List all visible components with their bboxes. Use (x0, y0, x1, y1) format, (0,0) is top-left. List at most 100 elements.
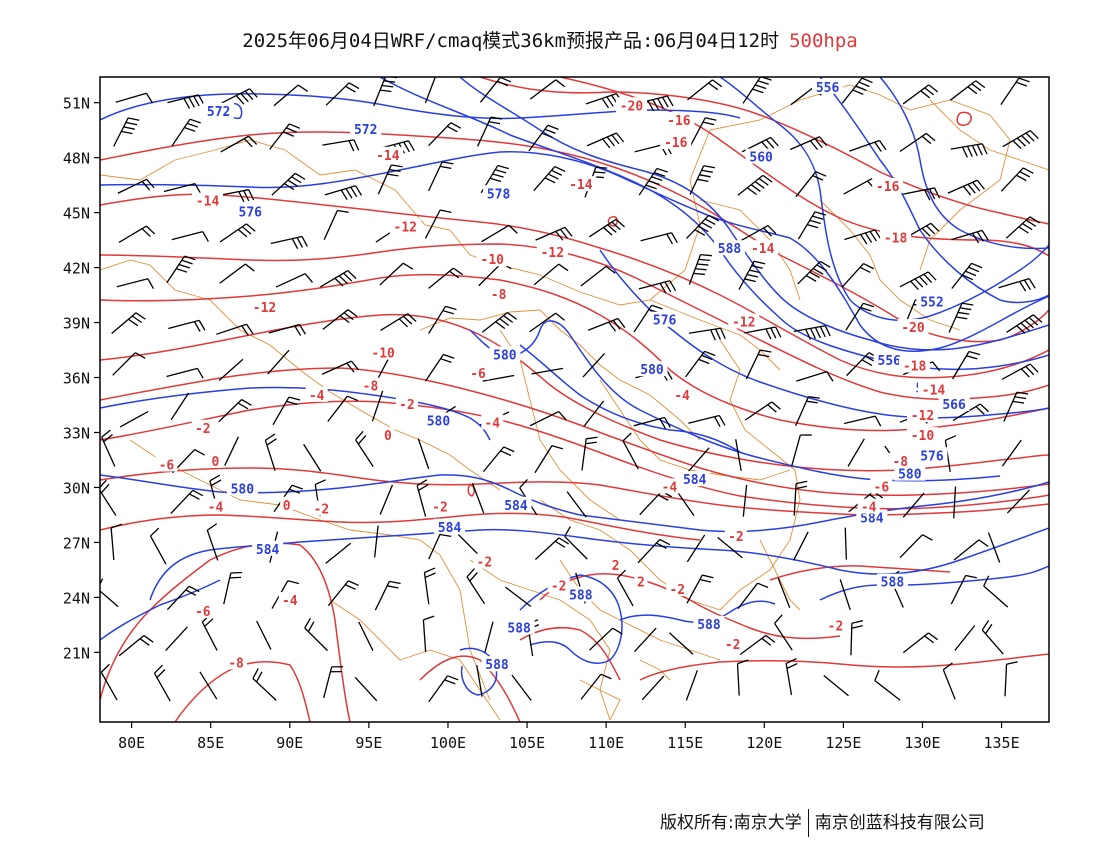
wind-barb-icon (479, 77, 512, 103)
wind-barb-icon (219, 263, 255, 284)
temperature-contour-label-bg (278, 592, 301, 608)
height-contour-label-bg (226, 480, 258, 496)
temperature-contour-label-bg (897, 319, 929, 335)
temperature-contour-label: -2 (477, 556, 493, 571)
lon-label: 130E (904, 734, 940, 752)
wind-barb-icon (1006, 314, 1043, 334)
temperature-contour-label: -10 (371, 347, 395, 362)
wind-barb-icon (267, 349, 290, 375)
height-contour-label-bg (938, 395, 970, 411)
wind-barb-icon (902, 632, 939, 654)
wind-barb-icon (529, 312, 565, 333)
wind-barb-icon (373, 525, 379, 558)
wind-barb-icon (953, 486, 957, 519)
temperature-contour-label: -8 (363, 380, 379, 395)
height-contour-label: 588 (485, 658, 509, 673)
temperature-contour-label: -12 (253, 301, 276, 316)
temperature-contour-label: -12 (541, 246, 564, 261)
wind-barb-icon (533, 263, 569, 286)
wind-barb-icon (416, 479, 429, 517)
temperature-labels: -20-16-16-14-14 -16-14-12-18-14-12-10-8-1… (155, 97, 950, 671)
temperature-contour-label: -4 (309, 389, 325, 404)
wind-barb-icon (844, 229, 882, 245)
wind-barb-icon (998, 277, 1036, 292)
temperature-contour-label: -20 (620, 99, 644, 114)
wind-barb-icon (739, 634, 776, 656)
wind-barb-icon (535, 226, 573, 241)
temperature-contour-label-bg (906, 406, 938, 422)
wind-barb-icon (327, 395, 359, 422)
wind-barb-icon (951, 262, 983, 289)
temperature-contour-label-bg (857, 498, 880, 514)
wind-barb-icon (637, 538, 671, 564)
wind-barb-icon (504, 586, 532, 608)
wind-barb-icon (417, 438, 430, 470)
wind-barb-icon (199, 671, 218, 700)
temperature-contour-label: -2 (725, 638, 741, 653)
temperature-contour-label: -10 (911, 429, 935, 444)
temperature-contour-label: -16 (664, 136, 688, 151)
temperature-contour-label: -12 (394, 220, 417, 235)
wind-barb-icon (633, 416, 671, 430)
temperature-contour-label-bg (191, 603, 214, 619)
wind-barb-icon (354, 676, 378, 702)
height-contour-label: 556 (816, 81, 840, 96)
wind-barb-icon (321, 360, 360, 375)
wind-barb-icon (165, 626, 188, 651)
temperature-contour-label: -6 (874, 480, 890, 495)
wind-barb-icon (580, 265, 616, 287)
wind-barb-icon (428, 122, 462, 147)
temperature-contour-label-bg (192, 192, 224, 208)
height-contour-label: 580 (640, 363, 664, 378)
wind-barb-icon (380, 313, 417, 331)
wind-barb-icon (847, 438, 865, 467)
wind-barb-icon (874, 669, 901, 701)
wind-barb-icon (841, 263, 874, 288)
wind-barb-icon (275, 273, 313, 288)
temperature-contour-label: 0 (212, 455, 220, 470)
temperature-contour-label-bg (389, 218, 421, 234)
wind-barb-icon (1005, 216, 1040, 239)
temperature-contour-label: -2 (399, 398, 415, 413)
wind-barb-icon (942, 662, 956, 700)
wind-barb-icon (735, 439, 742, 471)
wind-barb-icon (586, 132, 625, 149)
temperature-contour-label-bg (747, 240, 779, 256)
temperature-contour-label: -14 (569, 178, 593, 193)
temperature-contour-label-bg (660, 133, 692, 149)
wind-barb-icon (424, 209, 452, 239)
wind-barb-icon (534, 445, 564, 474)
temperature-contour-label-bg (467, 364, 490, 380)
wind-barb-icon (224, 436, 240, 466)
title-level: 500hpa (789, 30, 858, 52)
isotherms (100, 77, 1049, 722)
height-contour-label-bg (500, 496, 532, 512)
lat-label: 21N (63, 644, 90, 662)
wind-barb-icon (585, 93, 624, 109)
wind-barb-icon (304, 617, 328, 652)
temperature-contour-label-bg (615, 97, 647, 113)
height-contour-label: 580 (898, 468, 922, 483)
wind-barb-icon (689, 165, 716, 195)
temperature-contour-label: -18 (903, 360, 927, 375)
temperature-contour-label: -2 (551, 579, 567, 594)
wind-barb-icon (379, 484, 394, 515)
latitude-axis: 51N 48N 45N 42N 39N 36N 33N 30N 27N 24N 21N (63, 95, 100, 662)
wind-barb-icon (641, 675, 665, 701)
temperature-contour-label: -16 (667, 114, 691, 129)
wind-barb-icon (471, 483, 485, 514)
height-contour-label: 576 (920, 449, 944, 464)
wind-barb-icon (638, 167, 668, 196)
wind-barb-icon (796, 370, 834, 382)
height-contour-label-bg (693, 615, 725, 631)
lon-label: 80E (118, 734, 145, 752)
wind-barb-icon (270, 235, 308, 250)
wind-barb-icon (216, 323, 254, 336)
temperature-contour-label: -2 (432, 501, 448, 516)
temperature-contour-label: 0 (283, 499, 291, 514)
wind-barb-icon (744, 326, 782, 340)
wind-barb-icon (373, 77, 398, 107)
wind-barb-icon (424, 353, 455, 382)
height-contour-label-bg (503, 619, 535, 635)
